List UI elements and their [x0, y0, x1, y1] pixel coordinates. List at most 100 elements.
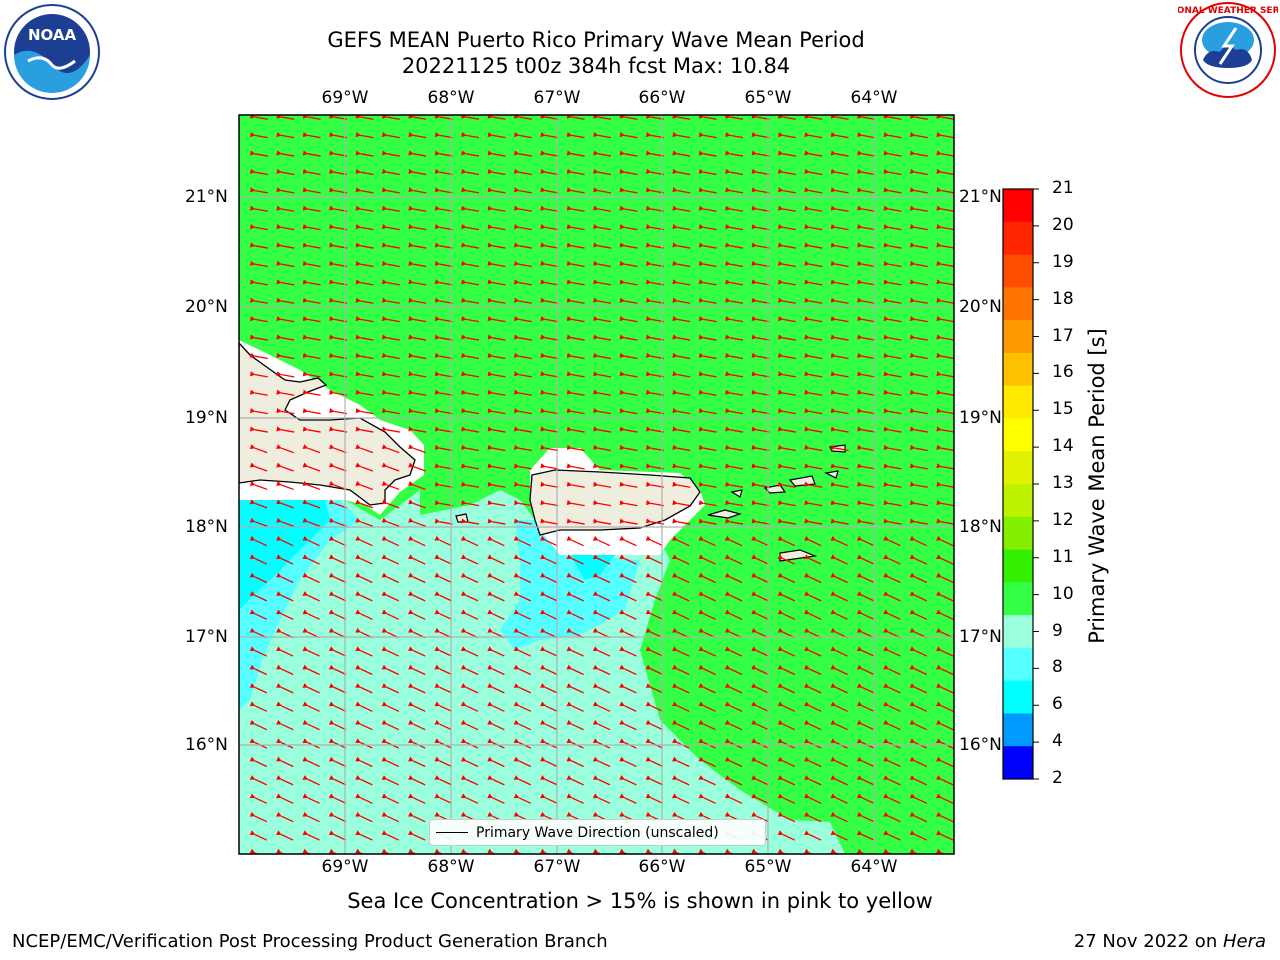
wave-arrow — [434, 609, 452, 620]
wave-arrow — [249, 775, 268, 786]
wave-arrow — [672, 500, 691, 507]
wave-arrow — [909, 719, 928, 731]
wave-arrow — [540, 701, 558, 712]
wave-arrow — [830, 408, 849, 415]
wave-arrow — [249, 793, 268, 804]
wave-arrow — [698, 756, 716, 768]
hispaniola-land — [239, 342, 416, 506]
wave-arrow — [672, 775, 690, 786]
lon-label-bottom-64: 64°W — [850, 857, 898, 877]
wave-arrow — [725, 444, 744, 452]
wave-arrow — [513, 205, 532, 212]
colorbar-segment — [1003, 385, 1033, 419]
wave-arrow — [856, 811, 875, 823]
wave-arrow — [461, 242, 480, 249]
wave-arrow — [830, 279, 849, 286]
wave-arrow — [724, 701, 743, 712]
wave-arrow — [487, 572, 505, 584]
wave-arrow — [804, 591, 822, 602]
wave-arrow — [830, 444, 849, 452]
wave-arrow — [381, 297, 400, 304]
wave-arrow — [672, 481, 691, 488]
wave-arrow — [672, 150, 691, 157]
wave-arrow — [513, 756, 532, 768]
wave-arrow — [355, 609, 373, 620]
wave-arrow — [434, 535, 452, 547]
wave-arrow — [566, 260, 585, 268]
wave-arrow — [566, 775, 584, 786]
wave-arrow — [804, 279, 823, 286]
wave-arrow — [540, 224, 559, 231]
wave-arrow — [276, 756, 294, 768]
wave-arrow — [857, 371, 876, 378]
wave-arrow — [566, 279, 585, 286]
wave-arrow — [408, 242, 427, 249]
wave-arrow — [672, 646, 690, 657]
wave-arrow — [302, 352, 321, 360]
wave-arrow — [804, 297, 823, 304]
wave-arrow — [936, 242, 954, 249]
wave-arrow — [328, 535, 347, 547]
wave-arrow — [804, 701, 822, 712]
wave-arrow — [513, 115, 532, 120]
wave-arrow — [249, 352, 268, 360]
wave-arrow — [593, 187, 612, 194]
wave-arrow — [487, 793, 505, 804]
wave-arrow — [725, 297, 744, 304]
footer-date: 27 Nov 2022 on Hera — [1073, 931, 1266, 952]
wave-arrow — [857, 132, 876, 139]
wave-arrow — [302, 444, 321, 454]
wave-arrow — [672, 664, 690, 676]
wave-arrow — [302, 408, 321, 415]
wave-arrow — [276, 150, 295, 157]
wave-arrow — [883, 481, 902, 488]
wave-arrow — [909, 426, 928, 433]
wave-arrow — [355, 572, 373, 584]
wave-arrow — [645, 664, 664, 676]
wave-arrow — [619, 352, 638, 360]
wave-arrow — [328, 811, 347, 823]
wave-arrow — [408, 115, 427, 120]
wave-arrow — [328, 572, 347, 584]
wave-arrow — [751, 316, 770, 323]
lon-label-top-64: 64°W — [850, 88, 898, 108]
wave-arrow — [592, 609, 611, 620]
wave-arrow — [302, 591, 320, 602]
wave-arrow — [461, 463, 480, 470]
wave-arrow — [513, 518, 532, 525]
wave-arrow — [540, 279, 559, 286]
wave-arrow — [751, 389, 770, 396]
wave-arrow — [566, 518, 585, 525]
wave-arrow — [513, 242, 532, 249]
wave-arrow — [461, 279, 480, 286]
wave-arrow — [381, 334, 400, 341]
wave-arrow — [276, 775, 294, 786]
wave-arrow — [276, 499, 294, 509]
wave-arrow — [302, 279, 321, 286]
wave-arrow — [698, 518, 717, 525]
wave-arrow — [276, 664, 294, 676]
lat-label-left-21: 21°N — [185, 187, 228, 207]
wave-arrow — [804, 371, 823, 378]
wave-arrow — [461, 316, 480, 323]
wave-arrow — [804, 444, 823, 452]
wave-arrow — [619, 371, 638, 378]
wave-arrow — [751, 463, 770, 470]
wave-arrow — [513, 683, 532, 694]
wave-arrow — [513, 297, 532, 304]
wave-arrow — [513, 150, 532, 157]
wave-arrow — [883, 371, 902, 378]
wave-arrow — [593, 500, 612, 507]
wave-arrow — [777, 389, 796, 396]
wave-arrow — [540, 793, 558, 804]
wave-arrow — [249, 426, 268, 433]
wave-arrow — [487, 683, 505, 694]
wave-arrow — [540, 297, 559, 304]
colorbar-segment — [1003, 746, 1033, 780]
wave-arrow — [857, 224, 876, 231]
wave-direction-arrows — [249, 115, 954, 854]
wave-arrow — [830, 719, 848, 731]
wave-arrow — [381, 646, 400, 657]
wave-arrow — [672, 609, 690, 620]
wave-arrow — [936, 150, 954, 157]
